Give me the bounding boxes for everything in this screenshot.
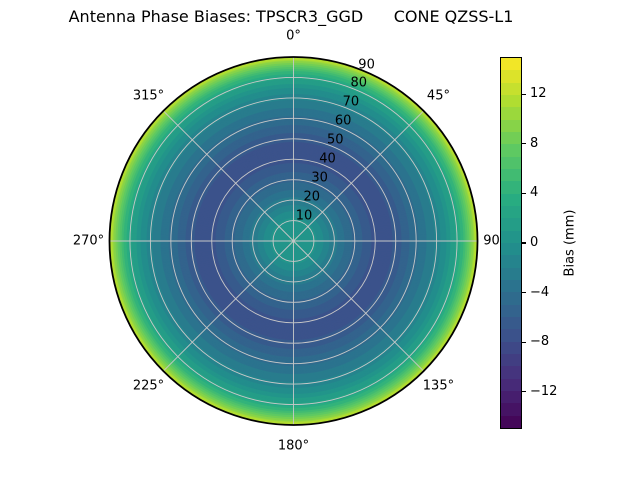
colorbar-tick-label: 8 (530, 135, 539, 151)
theta-tick-label: 225° (132, 378, 165, 394)
colorbar-tick-mark (522, 341, 526, 343)
colorbar-band (501, 403, 521, 416)
colorbar-tick-mark (522, 391, 526, 393)
colorbar-band (501, 58, 521, 71)
colorbar-tick-mark (522, 292, 526, 294)
colorbar-band (501, 205, 521, 219)
radial-tick-label: 40 (319, 151, 336, 167)
colorbar-band (501, 144, 521, 157)
colorbar-band (501, 156, 521, 169)
colorbar-band (501, 193, 521, 206)
colorbar-tick-label: 12 (530, 86, 547, 102)
colorbar-tick-mark (522, 192, 526, 194)
colorbar-band (501, 181, 521, 194)
theta-tick-label: 135° (422, 378, 455, 394)
colorbar (500, 57, 522, 429)
theta-tick-label: 0° (286, 28, 301, 44)
colorbar-axis-label: Bias (mm) (562, 209, 578, 277)
colorbar-tick-mark (522, 93, 526, 95)
colorbar-band (501, 107, 521, 120)
radial-tick-label: 70 (342, 94, 360, 110)
theta-tick-label: 180° (277, 438, 310, 454)
radial-tick-label: 60 (334, 113, 352, 129)
colorbar-tick-label: −12 (530, 383, 558, 399)
colorbar-band (501, 366, 521, 379)
colorbar-band (501, 168, 521, 182)
colorbar-band (501, 353, 521, 367)
page-title: Antenna Phase Biases: TPSCR3_GGD CONE QZ… (68, 7, 514, 26)
colorbar-tick-label: 4 (530, 185, 539, 201)
colorbar-band (501, 255, 521, 268)
colorbar-band (501, 242, 521, 256)
radial-tick-label: 30 (311, 170, 328, 186)
colorbar-band (501, 415, 521, 428)
radial-tick-label: 20 (303, 189, 321, 205)
colorbar-band (501, 218, 521, 231)
colorbar-tick-label: −4 (530, 284, 550, 300)
polar-skyplot (106, 54, 481, 429)
radial-tick-label: 90 (358, 57, 375, 73)
colorbar-tick-label: 0 (530, 235, 539, 250)
theta-tick-label: 315° (132, 88, 165, 104)
colorbar-band (501, 378, 521, 391)
colorbar-band (501, 292, 521, 305)
colorbar-band (501, 304, 521, 317)
colorbar-band (501, 230, 521, 243)
theta-tick-label: 90 (483, 233, 500, 249)
radial-tick-label: 80 (350, 75, 368, 91)
colorbar-band (501, 70, 521, 83)
colorbar-tick-mark (522, 143, 526, 145)
radial-tick-label: 10 (295, 208, 313, 224)
theta-tick-label: 270° (72, 233, 105, 249)
colorbar-band (501, 279, 521, 293)
colorbar-band (501, 316, 521, 330)
colorbar-tick-mark (522, 242, 526, 244)
colorbar-band (501, 267, 521, 280)
colorbar-band (501, 390, 521, 404)
colorbar-band (501, 94, 521, 108)
colorbar-band (501, 119, 521, 132)
colorbar-area: 12 8 4 0 −4 −8 −12 Bias (mm) (500, 57, 600, 429)
theta-tick-label: 45° (426, 88, 450, 104)
colorbar-band (501, 131, 521, 145)
colorbar-band (501, 329, 521, 342)
colorbar-tick-label: −8 (530, 334, 550, 350)
radial-tick-label: 50 (327, 132, 344, 148)
colorbar-band (501, 341, 521, 354)
colorbar-band (501, 82, 521, 95)
